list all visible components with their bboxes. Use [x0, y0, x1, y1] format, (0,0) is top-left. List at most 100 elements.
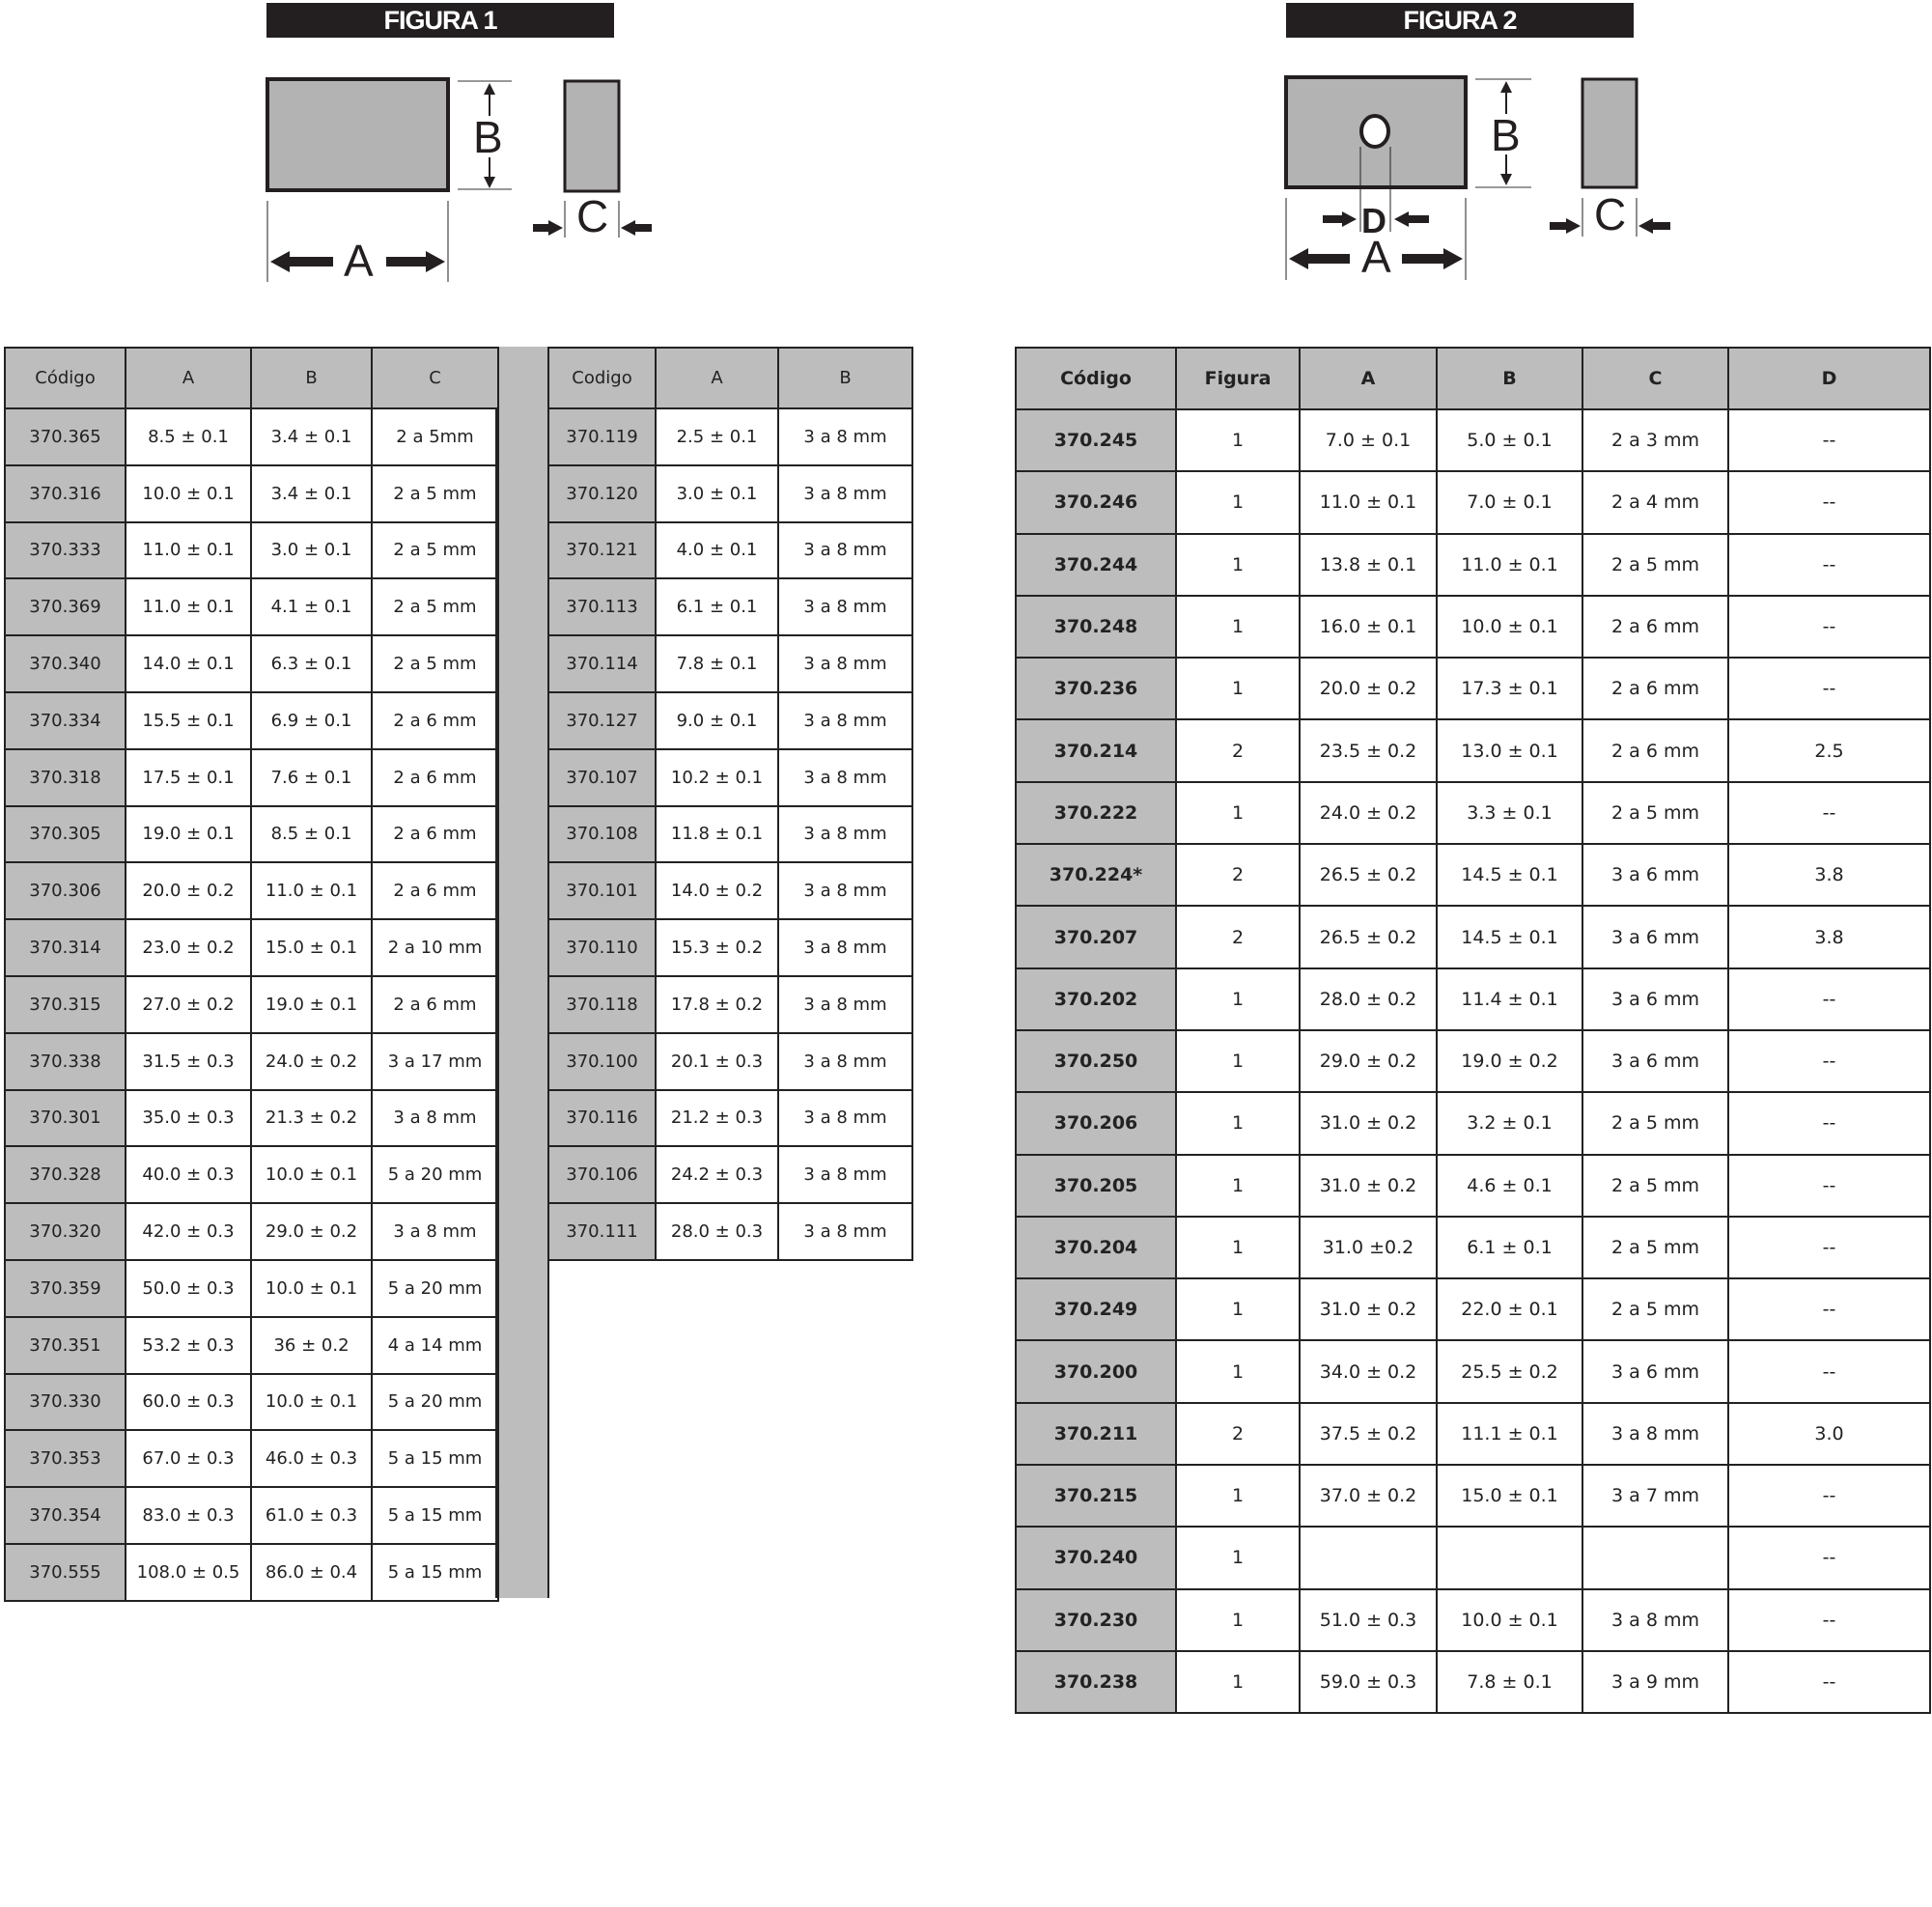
- value-cell: --: [1727, 470, 1931, 535]
- value-cell: 51.0 ± 0.3: [1299, 1587, 1438, 1652]
- code-cell: 370.200: [1015, 1339, 1177, 1404]
- table-row: 370.114 7.8 ± 0.1 3 a 8 mm: [547, 634, 913, 693]
- value-cell: 3 a 8 mm: [777, 974, 913, 1034]
- value-cell: --: [1727, 1277, 1931, 1342]
- value-cell: 14.5 ± 0.1: [1436, 843, 1583, 908]
- value-cell: 11.1 ± 0.1: [1436, 1401, 1583, 1467]
- table-row: 370.555 108.0 ± 0.5 86.0 ± 0.4 5 a 15 mm: [4, 1542, 499, 1602]
- value-cell: 7.8 ± 0.1: [655, 634, 779, 693]
- column-header: A: [125, 347, 252, 409]
- value-cell: 2: [1175, 1401, 1301, 1467]
- value-cell: 3 a 8 mm: [777, 577, 913, 637]
- column-header: A: [655, 347, 779, 409]
- code-cell: 370.238: [1015, 1649, 1177, 1715]
- code-cell: 370.119: [547, 407, 657, 466]
- value-cell: 11.0 ± 0.1: [1436, 532, 1583, 597]
- value-cell: 16.0 ± 0.1: [1299, 594, 1438, 659]
- table-row: 370.330 60.0 ± 0.3 10.0 ± 0.1 5 a 20 mm: [4, 1372, 499, 1432]
- value-cell: 10.0 ± 0.1: [1436, 1587, 1583, 1652]
- value-cell: 3 a 17 mm: [371, 1031, 499, 1091]
- value-cell: 10.0 ± 0.1: [125, 463, 252, 523]
- code-cell: 370.127: [547, 690, 657, 750]
- value-cell: 22.0 ± 0.1: [1436, 1277, 1583, 1342]
- code-cell: 370.114: [547, 634, 657, 693]
- column-header: D: [1727, 347, 1931, 410]
- value-cell: 2 a 5 mm: [371, 634, 499, 693]
- code-cell: 370.202: [1015, 967, 1177, 1031]
- code-cell: 370.305: [4, 804, 126, 864]
- value-cell: 2 a 3 mm: [1582, 407, 1729, 473]
- value-cell: 1: [1175, 1153, 1301, 1218]
- table-row: 370.106 24.2 ± 0.3 3 a 8 mm: [547, 1145, 913, 1205]
- table-row: 370.314 23.0 ± 0.2 15.0 ± 0.1 2 a 10 mm: [4, 918, 499, 977]
- table-row: 370.240 1 --: [1015, 1526, 1931, 1590]
- value-cell: 5 a 15 mm: [371, 1486, 499, 1545]
- value-cell: 23.5 ± 0.2: [1299, 718, 1438, 783]
- code-cell: 370.555: [4, 1542, 126, 1602]
- value-cell: 1: [1175, 1277, 1301, 1342]
- code-cell: 370.111: [547, 1202, 657, 1261]
- value-cell: 11.0 ± 0.1: [250, 861, 373, 921]
- table-row: 370.369 11.0 ± 0.1 4.1 ± 0.1 2 a 5 mm: [4, 577, 499, 637]
- table-row: 370.316 10.0 ± 0.1 3.4 ± 0.1 2 a 5 mm: [4, 463, 499, 523]
- value-cell: 2 a 5 mm: [1582, 1153, 1729, 1218]
- value-cell: 15.0 ± 0.1: [1436, 1464, 1583, 1528]
- dim-c-label: C: [1594, 189, 1626, 239]
- table-row: 370.246 1 11.0 ± 0.1 7.0 ± 0.1 2 a 4 mm --: [1015, 470, 1931, 535]
- table-row: 370.250 1 29.0 ± 0.2 19.0 ± 0.2 3 a 6 mm --: [1015, 1028, 1931, 1094]
- value-cell: 14.0 ± 0.1: [125, 634, 252, 693]
- value-cell: 31.5 ± 0.3: [125, 1031, 252, 1091]
- value-cell: 2 a 6 mm: [371, 747, 499, 807]
- code-cell: 370.246: [1015, 470, 1177, 535]
- value-cell: 2 a 6 mm: [371, 861, 499, 921]
- value-cell: 3.8: [1727, 843, 1931, 908]
- table-row: 370.107 10.2 ± 0.1 3 a 8 mm: [547, 747, 913, 807]
- value-cell: [1299, 1526, 1438, 1590]
- code-cell: 370.113: [547, 577, 657, 637]
- value-cell: 3.0: [1727, 1401, 1931, 1467]
- dim-a-label: A: [1361, 232, 1391, 282]
- table-row: 370.224* 2 26.5 ± 0.2 14.5 ± 0.1 3 a 6 mm 3.8: [1015, 843, 1931, 908]
- value-cell: 7.6 ± 0.1: [250, 747, 373, 807]
- table-row: 370.118 17.8 ± 0.2 3 a 8 mm: [547, 974, 913, 1034]
- value-cell: 5 a 20 mm: [371, 1258, 499, 1318]
- code-cell: 370.108: [547, 804, 657, 864]
- value-cell: 24.0 ± 0.2: [250, 1031, 373, 1091]
- figure-1-table-left: Código A B C 370.365 8.5 ± 0.1 3.4 ± 0.1 2 a 5m…: [4, 347, 499, 1602]
- value-cell: 19.0 ± 0.1: [250, 974, 373, 1034]
- value-cell: 2 a 5 mm: [371, 520, 499, 580]
- value-cell: 31.0 ± 0.2: [1299, 1277, 1438, 1342]
- code-cell: 370.318: [4, 747, 126, 807]
- value-cell: 31.0 ±0.2: [1299, 1215, 1438, 1280]
- table-row: 370.101 14.0 ± 0.2 3 a 8 mm: [547, 861, 913, 921]
- table-row: 370.202 1 28.0 ± 0.2 11.4 ± 0.1 3 a 6 mm --: [1015, 967, 1931, 1031]
- code-cell: 370.118: [547, 974, 657, 1034]
- value-cell: 5 a 15 mm: [371, 1429, 499, 1489]
- value-cell: 9.0 ± 0.1: [655, 690, 779, 750]
- value-cell: 5 a 20 mm: [371, 1145, 499, 1205]
- table-row: 370.222 1 24.0 ± 0.2 3.3 ± 0.1 2 a 5 mm --: [1015, 780, 1931, 846]
- value-cell: 5 a 20 mm: [371, 1372, 499, 1432]
- value-cell: 1: [1175, 1215, 1301, 1280]
- value-cell: 3 a 8 mm: [777, 1088, 913, 1148]
- code-cell: 370.330: [4, 1372, 126, 1432]
- value-cell: --: [1727, 1526, 1931, 1590]
- value-cell: 10.0 ± 0.1: [1436, 594, 1583, 659]
- table-row: 370.351 53.2 ± 0.3 36 ± 0.2 4 a 14 mm: [4, 1315, 499, 1375]
- value-cell: 3 a 8 mm: [1582, 1401, 1729, 1467]
- table-row: 370.236 1 20.0 ± 0.2 17.3 ± 0.1 2 a 6 mm --: [1015, 657, 1931, 721]
- table-separator: [495, 347, 549, 1598]
- value-cell: 23.0 ± 0.2: [125, 918, 252, 977]
- code-cell: 370.120: [547, 463, 657, 523]
- value-cell: 3 a 8 mm: [371, 1088, 499, 1148]
- table-row: 370.113 6.1 ± 0.1 3 a 8 mm: [547, 577, 913, 637]
- table-row: 370.305 19.0 ± 0.1 8.5 ± 0.1 2 a 6 mm: [4, 804, 499, 864]
- value-cell: 3 a 6 mm: [1582, 843, 1729, 908]
- value-cell: 27.0 ± 0.2: [125, 974, 252, 1034]
- code-cell: 370.224*: [1015, 843, 1177, 908]
- table-row: 370.249 1 31.0 ± 0.2 22.0 ± 0.1 2 a 5 mm --: [1015, 1277, 1931, 1342]
- value-cell: 15.5 ± 0.1: [125, 690, 252, 750]
- table-row: 370.116 21.2 ± 0.3 3 a 8 mm: [547, 1088, 913, 1148]
- value-cell: 83.0 ± 0.3: [125, 1486, 252, 1545]
- value-cell: 2.5: [1727, 718, 1931, 783]
